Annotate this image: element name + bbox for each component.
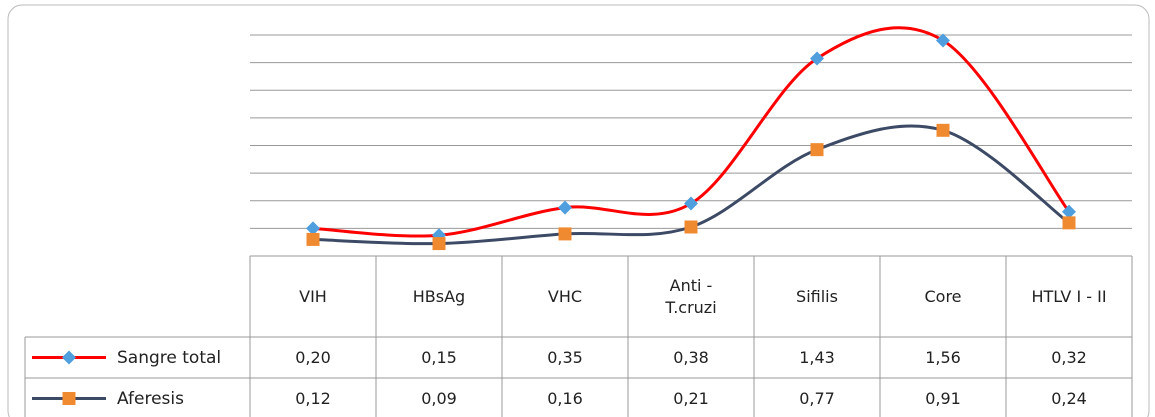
data-label: 0,38 xyxy=(673,347,709,367)
legend-marker xyxy=(62,392,76,405)
legend-label: Aferesis xyxy=(117,388,184,409)
category-label: Sifilis xyxy=(796,286,838,306)
data-label: 0,77 xyxy=(799,388,835,408)
category-label: HBsAg xyxy=(412,286,466,306)
data-label: 0,21 xyxy=(673,388,709,408)
legend-label: Sangre total xyxy=(117,347,222,368)
data-label: 0,15 xyxy=(421,347,457,367)
data-point xyxy=(810,51,824,66)
data-label: 0,91 xyxy=(925,388,961,408)
data-label: 0,09 xyxy=(421,388,457,408)
data-point xyxy=(810,143,824,157)
data-point xyxy=(936,33,950,48)
data-point xyxy=(1062,216,1076,230)
category-label: Anti - T.cruzi xyxy=(665,275,717,317)
data-point xyxy=(306,221,320,236)
data-point xyxy=(684,196,698,211)
category-label: HTLV I - II xyxy=(1031,286,1107,306)
data-label: 0,16 xyxy=(547,388,583,408)
category-label: VIH xyxy=(299,286,327,306)
data-label: 1,43 xyxy=(799,347,835,367)
data-label: 0,32 xyxy=(1051,347,1087,367)
category-label: VHC xyxy=(547,286,583,306)
data-point xyxy=(558,200,572,215)
data-point xyxy=(684,220,698,234)
data-label: 0,24 xyxy=(1051,388,1087,408)
data-point xyxy=(306,232,320,246)
data-point xyxy=(936,123,950,137)
frame xyxy=(7,4,1150,417)
legend-marker xyxy=(62,350,76,365)
data-point xyxy=(558,227,572,241)
data-label: 1,56 xyxy=(925,347,961,367)
data-label: 0,35 xyxy=(547,347,583,367)
data-point xyxy=(1062,204,1076,219)
data-label: 0,20 xyxy=(295,347,331,367)
data-point xyxy=(432,237,446,251)
category-label: Core xyxy=(924,286,962,306)
data-label: 0,12 xyxy=(295,388,331,408)
